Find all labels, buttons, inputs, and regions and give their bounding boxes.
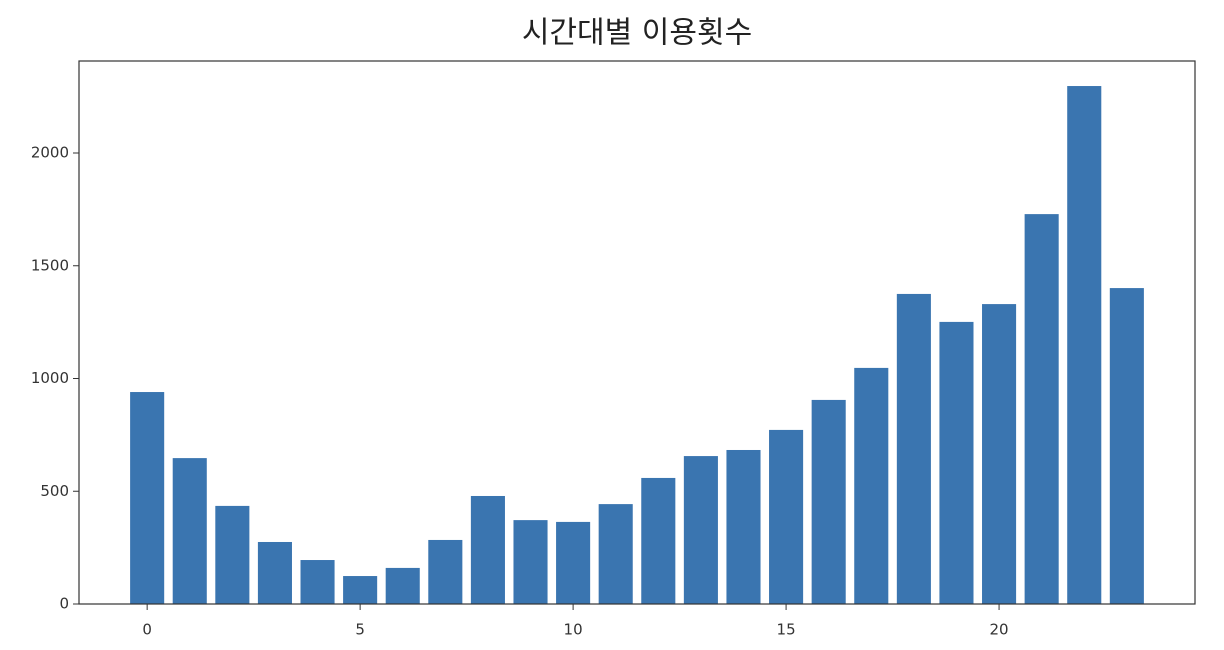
- bar: [130, 392, 165, 604]
- bar: [598, 504, 633, 604]
- y-tick-label: 1000: [31, 369, 69, 387]
- bar: [215, 505, 250, 604]
- bar: [939, 321, 974, 604]
- bar: [769, 429, 804, 604]
- bar: [811, 399, 846, 604]
- x-tick-label: 5: [355, 621, 365, 639]
- bar: [257, 541, 292, 604]
- bar: [428, 539, 463, 604]
- bar: [385, 567, 420, 604]
- bar: [1067, 86, 1102, 604]
- bar: [1024, 214, 1059, 604]
- plot-frame: [78, 60, 1196, 605]
- bar: [556, 521, 591, 604]
- y-tick-label: 1500: [31, 256, 69, 274]
- bar: [300, 560, 335, 604]
- bar: [854, 367, 889, 604]
- chart-title: 시간대별 이용횟수: [522, 16, 752, 51]
- bar: [683, 456, 718, 604]
- bar: [896, 293, 931, 604]
- x-tick-label: 20: [990, 621, 1009, 639]
- bar: [513, 520, 548, 604]
- x-tick-label: 0: [142, 621, 152, 639]
- bar: [343, 576, 378, 604]
- bar: [726, 449, 761, 604]
- bar: [982, 304, 1017, 604]
- bar: [172, 458, 207, 604]
- y-tick-label: 0: [59, 595, 69, 613]
- y-tick-label: 500: [40, 482, 69, 500]
- bar: [1109, 288, 1144, 604]
- x-tick-label: 15: [777, 621, 796, 639]
- bar: [470, 495, 505, 604]
- y-tick-label: 2000: [31, 144, 69, 162]
- bar: [641, 477, 676, 604]
- x-tick-label: 10: [564, 621, 583, 639]
